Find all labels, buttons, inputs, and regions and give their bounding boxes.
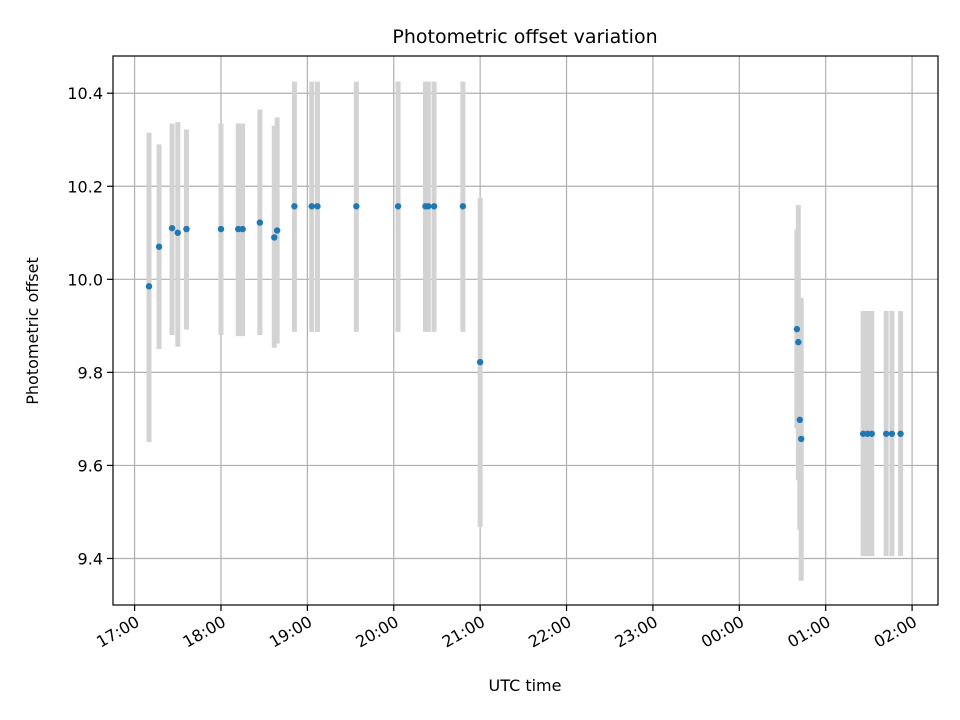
y-tick-label: 9.4 <box>78 549 103 568</box>
data-point <box>308 203 315 210</box>
data-point <box>795 338 802 346</box>
data-point <box>256 219 264 226</box>
data-point <box>291 203 298 210</box>
data-point <box>430 203 438 210</box>
data-point <box>217 225 225 233</box>
y-axis-label: Photometric offset <box>23 257 42 405</box>
data-point <box>888 430 896 437</box>
data-point <box>314 203 321 210</box>
y-tick-label: 9.6 <box>78 456 103 475</box>
x-tick-label: 20:00 <box>352 612 401 652</box>
data-point <box>174 229 181 236</box>
data-point <box>145 283 153 290</box>
y-axis-ticks: 9.4 9.6 9.8 10.0 10.2 10.4 <box>67 84 113 568</box>
data-point <box>425 203 432 210</box>
y-tick-label: 10.4 <box>67 84 103 103</box>
x-tick-label: 18:00 <box>180 612 229 652</box>
data-point <box>168 224 176 232</box>
data-point <box>394 203 402 210</box>
x-tick-label: 02:00 <box>871 612 920 652</box>
data-point <box>796 416 803 424</box>
x-axis-label: UTC time <box>489 676 562 695</box>
x-tick-label: 22:00 <box>525 612 574 652</box>
y-tick-label: 10.0 <box>67 270 103 289</box>
data-point <box>273 227 281 234</box>
data-point <box>868 430 875 437</box>
x-tick-label: 17:00 <box>93 612 142 652</box>
x-axis-ticks: 17:00 18:00 19:00 20:00 21:00 22:00 23:00 00:00… <box>93 605 920 652</box>
y-tick-label: 10.2 <box>67 177 103 196</box>
data-point <box>882 430 890 437</box>
chart-title: Photometric offset variation <box>392 26 657 48</box>
data-point <box>239 225 246 233</box>
data-point <box>798 435 805 443</box>
data-point <box>793 325 801 333</box>
error-bars <box>146 81 904 581</box>
plot-frame <box>112 55 939 606</box>
data-points <box>145 203 904 443</box>
data-point <box>155 243 163 250</box>
y-tick-label: 9.8 <box>78 363 103 382</box>
x-tick-label: 21:00 <box>439 612 488 652</box>
data-point <box>459 203 467 210</box>
x-tick-label: 19:00 <box>266 612 315 652</box>
x-tick-label: 00:00 <box>698 612 747 652</box>
x-tick-label: 01:00 <box>784 612 833 652</box>
data-point <box>897 430 904 437</box>
data-point <box>271 234 278 241</box>
data-point <box>476 358 484 366</box>
data-point <box>183 225 190 233</box>
data-point <box>353 203 360 210</box>
x-tick-label: 23:00 <box>611 612 660 652</box>
